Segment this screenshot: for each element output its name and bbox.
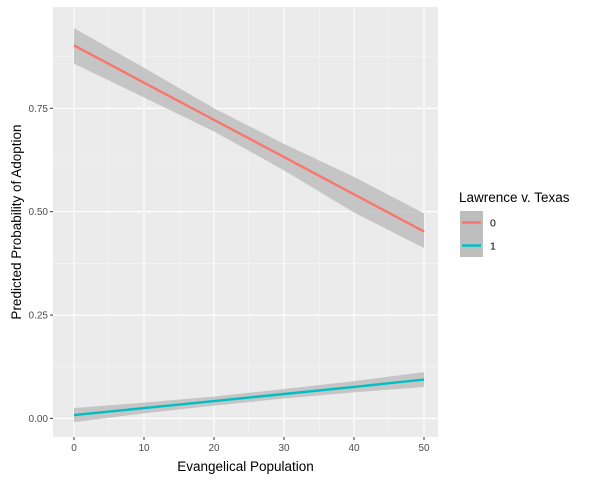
series-lines [73, 44, 425, 417]
legend-label-0: 0 [490, 218, 496, 230]
x-tick-label: 10 [138, 443, 150, 454]
legend: Lawrence v. Texas 0 1 [459, 190, 570, 257]
y-axis-title: Predicted Probability of Adoption [9, 124, 24, 319]
x-axis-title: Evangelical Population [177, 459, 314, 474]
x-axis-ticks: 0 10 20 30 40 50 [71, 437, 430, 454]
y-tick-label: 0.00 [29, 414, 49, 425]
x-tick-label: 20 [208, 443, 220, 454]
y-axis-ticks: 0.00 0.25 0.50 0.75 [29, 104, 53, 425]
legend-label-1: 1 [490, 241, 496, 253]
line-series-1 [73, 378, 425, 417]
x-tick-label: 30 [278, 443, 290, 454]
x-tick-label: 0 [71, 443, 77, 454]
y-tick-label: 0.75 [29, 104, 49, 115]
line-series-0 [73, 44, 425, 233]
y-tick-label: 0.50 [29, 207, 49, 218]
x-tick-label: 40 [348, 443, 360, 454]
legend-title: Lawrence v. Texas [459, 190, 570, 205]
y-tick-label: 0.25 [29, 311, 49, 322]
x-tick-label: 50 [418, 443, 430, 454]
